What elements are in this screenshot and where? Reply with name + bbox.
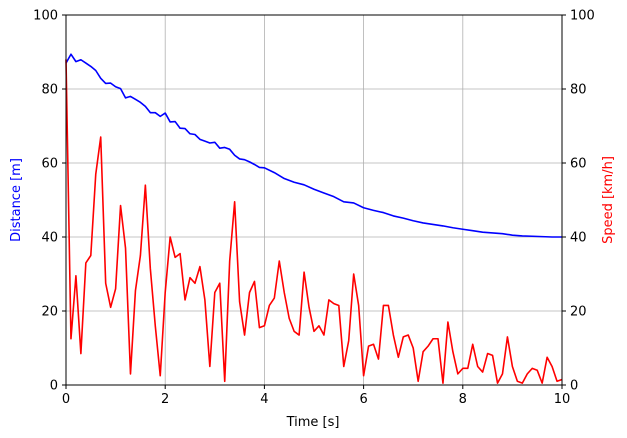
left-y-tick-label: 100 [33,9,58,24]
right-y-axis-ticks: 0 20 40 60 80 100 [562,9,595,394]
distance-series-line [65,53,562,238]
left-y-tick-label: 80 [41,83,58,98]
x-tick-label: 6 [359,392,367,407]
right-y-tick-label: 80 [570,83,587,98]
left-y-tick-label: 20 [41,305,58,320]
x-tick-label: 2 [161,392,169,407]
right-y-tick-label: 40 [570,231,587,246]
x-axis-label: Time [s] [286,415,340,430]
right-y-tick-label: 20 [570,305,587,320]
left-y-tick-label: 40 [41,231,58,246]
right-y-axis-label: Speed [km/h] [601,156,616,244]
left-y-tick-label: 0 [50,379,58,394]
right-y-tick-label: 60 [570,157,587,172]
left-y-tick-label: 60 [41,157,58,172]
x-tick-label: 8 [459,392,467,407]
plot-series [65,53,563,384]
x-tick-label: 4 [260,392,268,407]
x-axis-ticks: 0 2 4 6 8 10 [62,385,570,407]
x-tick-label: 0 [62,392,70,407]
x-tick-label: 10 [554,392,571,407]
right-y-tick-label: 100 [570,9,595,24]
left-y-axis-label: Distance [m] [9,158,24,242]
right-y-tick-label: 0 [570,379,578,394]
speed-series-line [65,59,563,384]
left-y-axis-ticks: 0 20 40 60 80 100 [33,9,66,394]
plot-frame [65,14,563,386]
